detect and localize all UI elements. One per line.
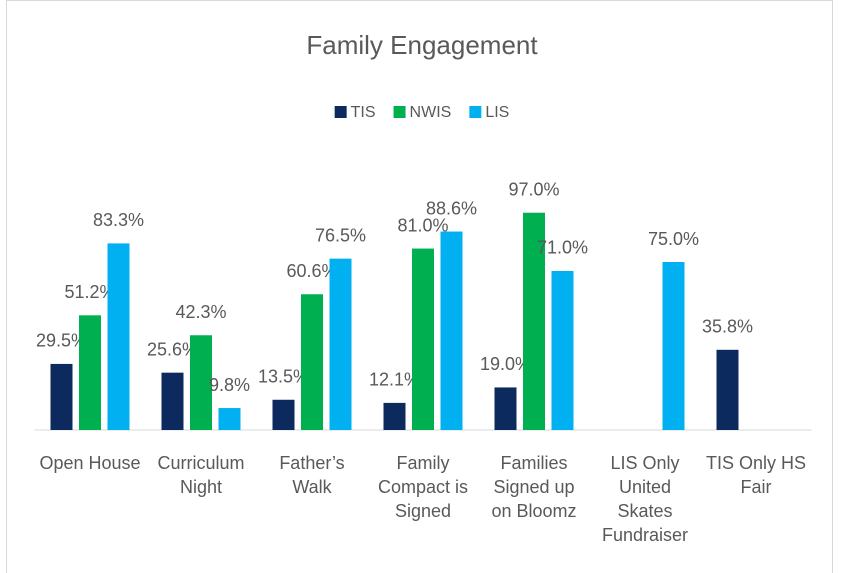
x-tick-label: Family Compact is Signed [377, 453, 469, 521]
data-label: 75.0% [648, 229, 699, 249]
data-label: 25.6% [147, 339, 198, 359]
data-label: 12.1% [369, 370, 420, 390]
data-label: 97.0% [508, 179, 559, 199]
data-label: 19.0% [480, 354, 531, 374]
bar [218, 408, 241, 430]
bar [107, 243, 130, 430]
chart-frame [6, 0, 833, 573]
legend-swatch [393, 106, 406, 118]
bar [494, 387, 517, 430]
bar [440, 231, 463, 430]
bar [50, 363, 73, 430]
bar [329, 258, 352, 430]
data-label: 9.8% [209, 375, 250, 395]
x-tick-label: Father’s Walk [279, 453, 345, 497]
data-label: 81.0% [397, 215, 448, 235]
bar [662, 262, 685, 430]
bar [161, 372, 184, 430]
bar [412, 248, 434, 430]
data-label: 83.3% [93, 210, 144, 230]
chart-title: Family Engagement [306, 30, 538, 60]
bar [523, 212, 545, 430]
data-label: 71.0% [537, 238, 588, 258]
x-tick-label: TIS Only HS Fair [705, 453, 807, 497]
data-label: 42.3% [175, 302, 226, 322]
bar [716, 349, 739, 430]
bar [383, 402, 406, 430]
data-label: 60.6% [286, 261, 337, 281]
x-tick-label: Open House [39, 453, 141, 473]
data-label: 51.2% [64, 282, 115, 302]
legend-swatch [469, 106, 482, 118]
legend-label: NWIS [410, 104, 452, 121]
data-label: 13.5% [258, 367, 309, 387]
x-tick-label: Families Signed up on Bloomz [491, 453, 577, 521]
bar [551, 270, 574, 430]
data-label: 88.6% [426, 198, 477, 218]
data-label: 76.5% [315, 225, 366, 245]
bar [79, 315, 101, 430]
bar [272, 399, 295, 430]
x-tick-label: Curriculum Night [157, 453, 245, 497]
x-tick-label: LIS Only United Skates Fundraiser [601, 453, 689, 545]
bar [301, 294, 323, 430]
legend-swatch [334, 106, 347, 118]
legend-label: LIS [485, 104, 509, 121]
bar [190, 335, 212, 430]
data-label: 29.5% [36, 331, 87, 351]
data-label: 35.8% [702, 317, 753, 337]
legend-label: TIS [351, 104, 376, 121]
